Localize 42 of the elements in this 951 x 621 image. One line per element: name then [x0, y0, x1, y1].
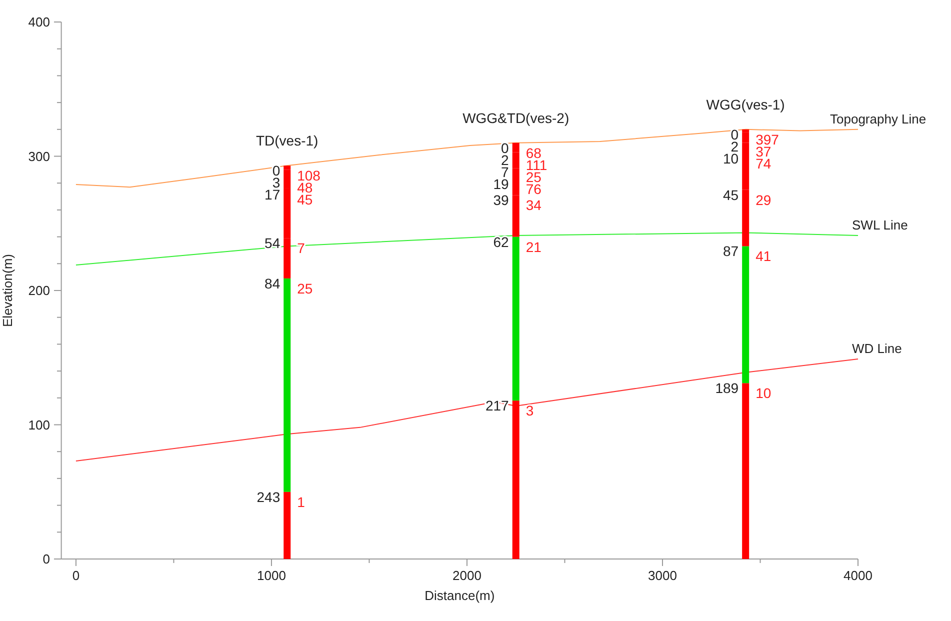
- x-tick-label: 4000: [844, 568, 872, 583]
- annotation: 1: [297, 494, 306, 510]
- annotation: 34: [526, 197, 542, 214]
- bar: [742, 246, 750, 384]
- annotation: WGG(ves-1): [706, 96, 785, 112]
- x-tick-label: 3000: [648, 568, 677, 583]
- y-tick-label: 0: [42, 552, 50, 566]
- annotation: 39: [493, 192, 510, 208]
- line-series: [75, 232, 858, 266]
- annotation: 10: [756, 385, 772, 402]
- bar: [284, 492, 291, 559]
- annotation: 3: [526, 402, 534, 419]
- series-label: Topography Line: [830, 111, 926, 126]
- annotation: 25: [297, 280, 313, 296]
- annotation: 21: [526, 238, 542, 255]
- y-axis-title: Elevation(m): [0, 254, 15, 327]
- annotation: 62: [493, 234, 510, 250]
- annotation: 29: [756, 192, 772, 208]
- annotation: TD(ves-1): [256, 132, 318, 149]
- y-tick-label: 400: [28, 14, 50, 30]
- x-axis-title: Distance(m): [424, 588, 495, 603]
- annotation: 54: [264, 235, 280, 252]
- annotation: 189: [715, 380, 739, 396]
- y-tick-label: 300: [28, 148, 50, 164]
- line-series: [75, 358, 858, 462]
- bar: [512, 236, 520, 401]
- bar: [512, 400, 520, 559]
- annotation: 87: [723, 243, 739, 260]
- annotation: 243: [256, 488, 280, 505]
- x-tick-label: 1000: [257, 568, 286, 583]
- x-tick-label: 0: [72, 568, 80, 583]
- annotation: 84: [264, 275, 280, 292]
- series-label: SWL Line: [852, 217, 908, 232]
- x-tick-label: 2000: [452, 568, 482, 583]
- annotation: 41: [756, 248, 772, 264]
- y-tick-label: 100: [28, 417, 50, 432]
- bar: [742, 383, 750, 559]
- bar: [284, 278, 291, 492]
- y-tick-label: 200: [28, 283, 50, 298]
- annotation: 45: [723, 186, 739, 203]
- annotation: WGG&TD(ves-2): [462, 110, 570, 126]
- series-label: WD Line: [852, 340, 902, 356]
